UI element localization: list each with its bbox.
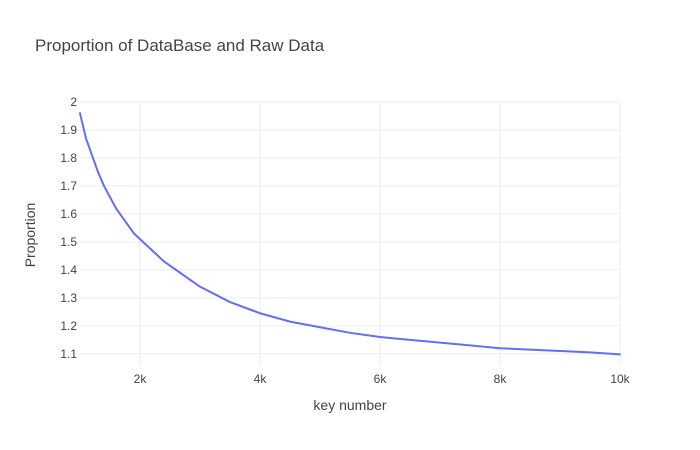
x-tick-label: 6k — [374, 372, 388, 386]
y-axis-title: Proportion — [22, 203, 38, 268]
x-tick-label: 2k — [134, 372, 148, 386]
y-tick-label: 1.7 — [60, 179, 77, 193]
series-line[interactable] — [79, 112, 621, 356]
y-tick-label: 1.2 — [60, 319, 77, 333]
x-tick-label: 10k — [610, 372, 630, 386]
x-tick-label: 8k — [494, 372, 508, 386]
x-axis-title: key number — [313, 397, 386, 413]
y-tick-label: 2 — [70, 95, 77, 109]
series-layer — [79, 112, 621, 356]
y-tick-label: 1.3 — [60, 291, 77, 305]
y-tick-label: 1.9 — [60, 123, 77, 137]
x-tick-label: 4k — [254, 372, 268, 386]
y-tick-label: 1.1 — [60, 347, 77, 361]
x-axis-ticks: 2k 4k 6k 8k 10k — [134, 372, 631, 386]
y-tick-label: 1.8 — [60, 151, 77, 165]
y-tick-label: 1.4 — [60, 263, 77, 277]
y-axis-ticks: 1.1 1.2 1.3 1.4 1.5 1.6 1.7 1.8 1.9 2 — [60, 95, 77, 361]
y-tick-label: 1.5 — [60, 235, 77, 249]
y-tick-label: 1.6 — [60, 207, 77, 221]
gridlines — [80, 101, 621, 365]
chart-title: Proportion of DataBase and Raw Data — [35, 36, 325, 55]
